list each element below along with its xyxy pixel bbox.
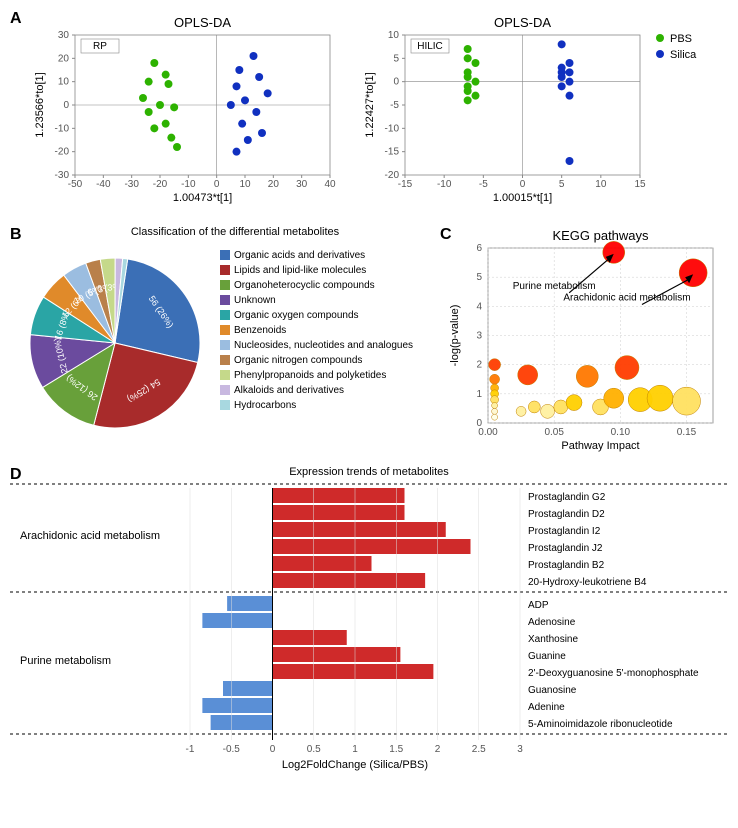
svg-text:5: 5 xyxy=(393,53,399,64)
panel-b: B Classification of the differential met… xyxy=(10,226,440,456)
svg-text:-log(p-value): -log(p-value) xyxy=(449,305,461,367)
scatter-plots: -50-40-30-20-10010203040-30-20-100102030… xyxy=(10,10,728,220)
svg-text:1.22427*to[1]: 1.22427*to[1] xyxy=(364,72,376,137)
svg-text:Purine metabolism: Purine metabolism xyxy=(20,655,111,667)
svg-text:0.10: 0.10 xyxy=(611,427,631,438)
svg-text:-0.5: -0.5 xyxy=(223,744,241,755)
svg-text:Log2FoldChange (Silica/PBS): Log2FoldChange (Silica/PBS) xyxy=(282,759,428,771)
panel-a: A -50-40-30-20-10010203040-30-20-1001020… xyxy=(10,10,728,220)
svg-text:1: 1 xyxy=(476,389,482,400)
svg-text:-10: -10 xyxy=(385,123,400,134)
svg-text:Guanosine: Guanosine xyxy=(528,685,577,696)
pie-chart: 56 (26%)54 (25%)26 (12%)22 (10%)16 (8%)1… xyxy=(10,238,220,438)
svg-text:Arachidonic acid metabolism: Arachidonic acid metabolism xyxy=(563,293,690,304)
svg-text:HILIC: HILIC xyxy=(417,41,443,52)
svg-text:OPLS-DA: OPLS-DA xyxy=(174,15,231,30)
svg-text:0: 0 xyxy=(63,100,69,111)
svg-text:Guanine: Guanine xyxy=(528,651,566,662)
svg-text:Xanthosine: Xanthosine xyxy=(528,634,578,645)
svg-text:0.00: 0.00 xyxy=(478,427,498,438)
bubble-chart: KEGG pathways01234560.000.050.100.15Puri… xyxy=(440,226,728,456)
svg-text:2'-Deoxyguanosine 5'-monophosp: 2'-Deoxyguanosine 5'-monophosphate xyxy=(528,668,699,679)
panel-d: D Expression trends of metabolites Prost… xyxy=(10,466,728,774)
svg-text:-5: -5 xyxy=(479,179,488,190)
svg-text:Prostaglandin G2: Prostaglandin G2 xyxy=(528,492,606,503)
svg-text:-20: -20 xyxy=(385,170,400,181)
svg-text:10: 10 xyxy=(58,77,70,88)
svg-text:0: 0 xyxy=(393,77,399,88)
svg-text:0: 0 xyxy=(214,179,220,190)
svg-text:1.00473*t[1]: 1.00473*t[1] xyxy=(173,192,232,204)
svg-text:30: 30 xyxy=(296,179,308,190)
svg-text:Adenosine: Adenosine xyxy=(528,617,576,628)
svg-text:1: 1 xyxy=(352,744,358,755)
svg-text:2.5: 2.5 xyxy=(472,744,486,755)
panel-b-title: Classification of the differential metab… xyxy=(30,226,440,238)
svg-text:0.15: 0.15 xyxy=(677,427,697,438)
svg-text:10: 10 xyxy=(595,179,607,190)
svg-text:-1: -1 xyxy=(186,744,195,755)
svg-text:Prostaglandin J2: Prostaglandin J2 xyxy=(528,543,603,554)
svg-text:0.5: 0.5 xyxy=(307,744,321,755)
panel-b-label: B xyxy=(10,226,22,244)
svg-text:Prostaglandin B2: Prostaglandin B2 xyxy=(528,560,605,571)
svg-text:5: 5 xyxy=(476,272,482,283)
svg-text:-20: -20 xyxy=(55,147,70,158)
svg-text:OPLS-DA: OPLS-DA xyxy=(494,15,551,30)
panel-a-label: A xyxy=(10,10,22,28)
svg-text:6: 6 xyxy=(476,243,482,254)
svg-text:Pathway Impact: Pathway Impact xyxy=(561,440,639,452)
svg-text:-10: -10 xyxy=(181,179,196,190)
svg-text:-10: -10 xyxy=(55,123,70,134)
svg-text:-15: -15 xyxy=(385,147,400,158)
svg-text:-30: -30 xyxy=(55,170,70,181)
svg-text:Silica: Silica xyxy=(670,49,697,61)
svg-text:0.05: 0.05 xyxy=(544,427,564,438)
svg-text:-20: -20 xyxy=(153,179,168,190)
svg-text:30: 30 xyxy=(58,30,70,41)
svg-text:-10: -10 xyxy=(437,179,452,190)
svg-text:Prostaglandin D2: Prostaglandin D2 xyxy=(528,509,605,520)
svg-text:PBS: PBS xyxy=(670,33,692,45)
svg-text:20-Hydroxy-leukotriene B4: 20-Hydroxy-leukotriene B4 xyxy=(528,577,647,588)
svg-text:Arachidonic acid metabolism: Arachidonic acid metabolism xyxy=(20,530,160,542)
svg-text:2: 2 xyxy=(435,744,441,755)
pie-legend: Organic acids and derivativesLipids and … xyxy=(220,248,413,438)
svg-text:1.23566*to[1]: 1.23566*to[1] xyxy=(34,72,46,137)
svg-text:-50: -50 xyxy=(68,179,83,190)
svg-text:-40: -40 xyxy=(96,179,111,190)
svg-text:15: 15 xyxy=(634,179,646,190)
svg-text:KEGG pathways: KEGG pathways xyxy=(552,228,649,243)
bar-chart: Prostaglandin G2 Prostaglandin D2 Prostagl… xyxy=(10,478,728,774)
svg-text:20: 20 xyxy=(58,53,70,64)
svg-text:40: 40 xyxy=(324,179,336,190)
svg-text:4: 4 xyxy=(476,301,482,312)
svg-text:0: 0 xyxy=(270,744,276,755)
svg-text:1.5: 1.5 xyxy=(389,744,403,755)
svg-text:RP: RP xyxy=(93,41,107,52)
svg-text:5: 5 xyxy=(559,179,565,190)
svg-text:3: 3 xyxy=(517,744,523,755)
svg-text:-30: -30 xyxy=(124,179,139,190)
panel-d-label: D xyxy=(10,466,22,484)
svg-text:ADP: ADP xyxy=(528,600,549,611)
svg-text:Prostaglandin I2: Prostaglandin I2 xyxy=(528,526,601,537)
svg-text:20: 20 xyxy=(268,179,280,190)
svg-text:3: 3 xyxy=(476,331,482,342)
svg-text:5-Aminoimidazole ribonucleotid: 5-Aminoimidazole ribonucleotide xyxy=(528,719,673,730)
svg-text:-5: -5 xyxy=(390,100,399,111)
panel-c-label: C xyxy=(440,226,452,244)
svg-text:-15: -15 xyxy=(398,179,413,190)
svg-text:Adenine: Adenine xyxy=(528,702,565,713)
svg-text:10: 10 xyxy=(388,30,400,41)
panel-c: C KEGG pathways01234560.000.050.100.15Pu… xyxy=(440,226,728,456)
panel-d-title: Expression trends of metabolites xyxy=(10,466,728,478)
svg-text:2: 2 xyxy=(476,360,482,371)
svg-text:Purine metabolism: Purine metabolism xyxy=(513,281,596,292)
svg-text:1.00015*t[1]: 1.00015*t[1] xyxy=(493,192,552,204)
svg-text:0: 0 xyxy=(520,179,526,190)
svg-text:10: 10 xyxy=(239,179,251,190)
